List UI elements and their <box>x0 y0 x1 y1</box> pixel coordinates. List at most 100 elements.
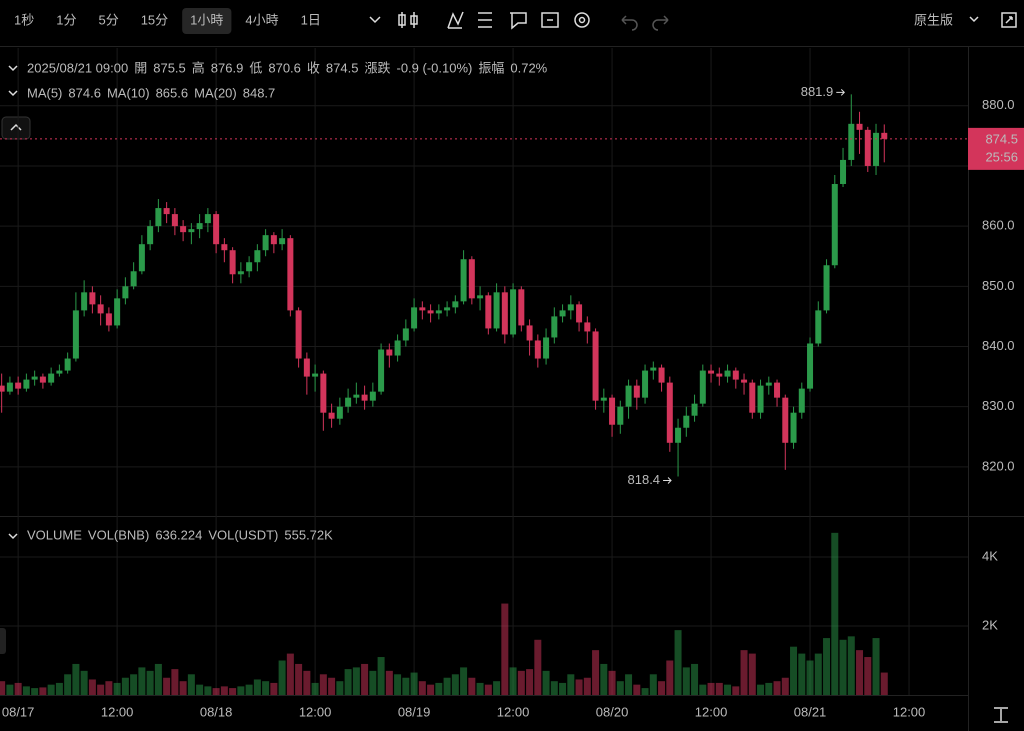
volume-bar <box>105 681 113 695</box>
volume-bar <box>724 684 732 695</box>
ohlc-value: 870.6 <box>268 60 301 75</box>
candle-body <box>716 373 723 377</box>
redo[interactable] <box>652 15 669 31</box>
candle-body <box>303 358 310 377</box>
volume-bar <box>319 674 327 695</box>
candle-body <box>848 123 855 160</box>
candle-body <box>600 397 607 401</box>
axis-scale-button[interactable] <box>994 707 1008 723</box>
volume-bar <box>427 684 435 695</box>
volume-bar <box>88 679 96 695</box>
toolbar-icons[interactable] <box>369 11 1017 31</box>
interval-button[interactable]: 1小時 <box>190 12 223 27</box>
collapse-volume[interactable] <box>8 533 18 540</box>
side-handle[interactable] <box>0 628 6 654</box>
candle-body <box>262 235 269 251</box>
volume-bar <box>666 660 674 695</box>
candle-body <box>551 316 558 338</box>
candle-body <box>320 373 327 413</box>
candle-body <box>237 271 244 275</box>
candle-body <box>48 373 55 383</box>
draw-tools[interactable] <box>478 12 492 28</box>
settings-hub[interactable] <box>578 16 586 24</box>
interval-button[interactable]: 5分 <box>98 12 118 27</box>
collapse-ma[interactable] <box>8 90 18 97</box>
mode-dropdown[interactable] <box>969 16 979 23</box>
volume-bar <box>592 650 600 695</box>
candle-body <box>31 376 38 380</box>
candle-body <box>485 295 492 329</box>
volume-bar <box>682 667 690 695</box>
candle-body <box>468 259 475 299</box>
candle-body <box>666 382 673 443</box>
volume-bar <box>649 674 657 695</box>
y-tick-label: 830.0 <box>982 398 1015 413</box>
volume-bar <box>806 660 814 695</box>
candle-body <box>246 262 253 272</box>
undo[interactable] <box>621 15 638 31</box>
volume-bar <box>839 639 847 695</box>
high-annotation: 881.9 <box>801 84 834 99</box>
volume-bar <box>72 663 80 695</box>
more-intervals[interactable] <box>369 16 381 24</box>
volume-bar <box>344 669 352 695</box>
candle-body <box>732 370 739 380</box>
candle-body <box>435 310 442 314</box>
volume-bar <box>715 682 723 695</box>
collapse-button[interactable] <box>1 116 31 140</box>
candle-body <box>15 382 22 389</box>
candle-body <box>180 226 187 233</box>
candle-body <box>741 379 748 383</box>
candle-body <box>204 214 211 224</box>
template[interactable] <box>541 12 559 28</box>
ma-label: MA(10) <box>107 85 150 100</box>
interval-button[interactable]: 1秒 <box>14 12 34 27</box>
volume-bar <box>187 674 195 695</box>
candle-body <box>609 397 616 425</box>
x-tick-label: 08/19 <box>398 704 431 719</box>
candle-body <box>675 427 682 443</box>
annotation-arrow <box>663 477 672 484</box>
candle-body <box>790 412 797 443</box>
interval-button[interactable]: 1日 <box>301 12 321 27</box>
chart-type[interactable] <box>398 12 418 28</box>
x-tick-label: 08/18 <box>200 704 233 719</box>
interval-button[interactable]: 4小時 <box>245 12 278 27</box>
volume-bar <box>872 638 880 695</box>
volume-bar <box>484 684 492 695</box>
candle-body <box>196 223 203 230</box>
volume-bar <box>583 677 591 695</box>
volume-bar <box>856 650 864 695</box>
volume-bar <box>130 674 138 695</box>
mode-label[interactable]: 原生版 <box>914 12 953 27</box>
candle-body <box>64 358 71 371</box>
candle-body <box>526 325 533 341</box>
settings[interactable] <box>574 12 590 28</box>
volume-bar <box>559 682 567 695</box>
volume-bar <box>410 672 418 695</box>
volume-bar <box>22 686 30 695</box>
x-tick-label: 12:00 <box>101 704 134 719</box>
volume-bar <box>138 667 146 695</box>
volume-bar <box>707 682 715 695</box>
volume-bar <box>435 682 443 695</box>
interval-button[interactable]: 1分 <box>56 12 76 27</box>
y-tick-label: 860.0 <box>982 218 1015 233</box>
volume-bar <box>460 667 468 695</box>
candle-body <box>130 271 137 287</box>
volume-bar <box>154 663 162 695</box>
collapse-ohlc[interactable] <box>8 65 18 72</box>
candle-body <box>97 304 104 314</box>
candle-body <box>493 292 500 329</box>
candle-body <box>369 391 376 401</box>
volume-bar <box>146 670 154 695</box>
annotations-tool[interactable] <box>510 12 527 30</box>
fullscreen[interactable] <box>1001 12 1017 28</box>
candle-body <box>757 385 764 413</box>
volume-bar <box>781 677 789 695</box>
interval-button[interactable]: 15分 <box>141 12 168 27</box>
volume-bar <box>625 674 633 695</box>
indicators[interactable] <box>447 11 464 29</box>
volume-bar <box>229 688 237 695</box>
